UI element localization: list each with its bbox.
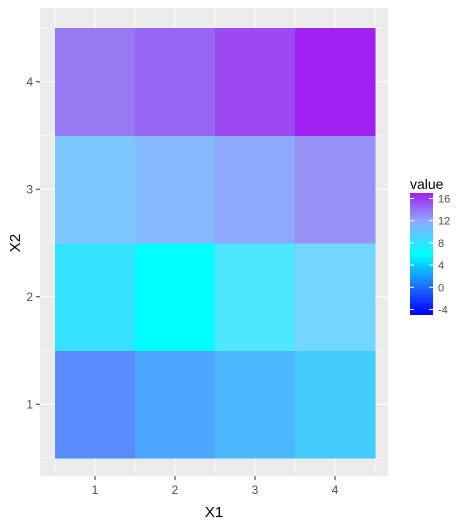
heatmap-cell-3-3 [215,135,296,244]
legend-title: value [410,176,444,192]
y-tick-label-1: 1 [26,397,33,411]
x-tick-label-3: 3 [252,483,259,497]
legend-colorbar [410,193,433,315]
heatmap-cell-1-4 [55,28,136,136]
x-axis-title: X1 [205,504,223,521]
y-tick-label-4: 4 [26,75,33,89]
legend-label-4: 4 [438,260,444,272]
heatmap-cells [55,28,376,459]
y-axis-title: X2 [7,234,24,252]
y-tick-label-2: 2 [26,290,33,304]
heatmap-cell-3-1 [215,350,296,459]
legend-label-0: 0 [438,282,444,294]
legend-label-12: 12 [438,216,450,228]
heatmap-cell-4-2 [295,243,376,351]
heatmap-cell-2-3 [135,135,216,244]
legend-label-8: 8 [438,238,444,250]
heatmap-cell-1-2 [55,243,136,351]
heatmap-cell-2-4 [135,28,216,136]
heatmap-cell-1-3 [55,135,136,244]
axes: 1 2 3 4 1 2 3 4 [26,75,338,497]
heatmap-cell-4-4 [295,28,376,136]
y-tick-label-3: 3 [26,182,33,196]
x-tick-label-4: 4 [332,483,339,497]
heatmap-cell-2-1 [135,350,216,459]
heatmap-cell-1-1 [55,350,136,459]
heatmap-cell-4-1 [295,350,376,459]
heatmap-cell-3-4 [215,28,296,136]
legend: value 16 12 8 4 0 -4 [410,176,450,316]
x-tick-label-1: 1 [92,483,99,497]
heatmap-cell-2-2 [135,243,216,351]
x-tick-label-2: 2 [172,483,179,497]
heatmap-cell-3-2 [215,243,296,351]
heatmap-cell-4-3 [295,135,376,244]
legend-label--4: -4 [438,304,448,316]
legend-ticks: 16 12 8 4 0 -4 [410,194,450,316]
legend-label-16: 16 [438,194,450,206]
